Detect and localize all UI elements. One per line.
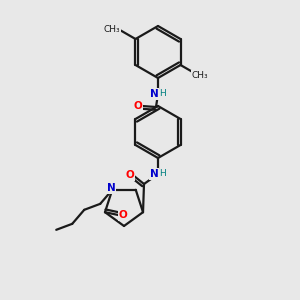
Text: N: N	[150, 169, 158, 179]
Text: O: O	[134, 101, 142, 111]
Text: H: H	[160, 169, 167, 178]
Text: CH₃: CH₃	[103, 25, 120, 34]
Text: N: N	[150, 89, 158, 99]
Text: O: O	[118, 210, 127, 220]
Text: O: O	[126, 170, 134, 180]
Text: N: N	[107, 183, 116, 193]
Text: CH₃: CH₃	[192, 70, 208, 80]
Text: H: H	[160, 89, 167, 98]
